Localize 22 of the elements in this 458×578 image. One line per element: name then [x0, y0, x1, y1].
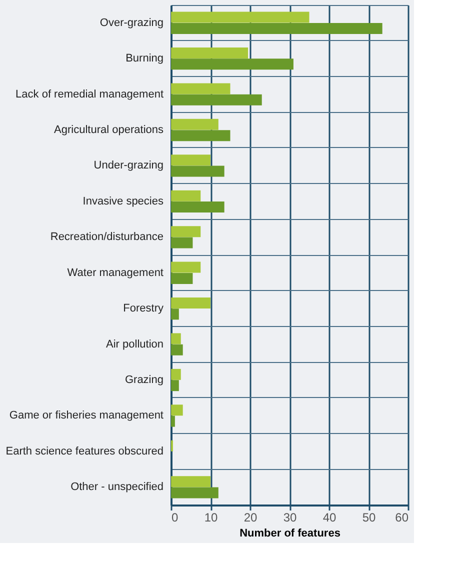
y-tick-label: Recreation/disturbance — [50, 231, 164, 244]
x-tick-label: 30 — [283, 510, 297, 524]
x-tick-label: 40 — [322, 510, 336, 524]
y-tick-label: Under-grazing — [94, 160, 164, 172]
x-tick-label: 0 — [172, 510, 178, 524]
y-tick-label: Grazing — [124, 374, 164, 386]
x-tick-label: 60 — [395, 510, 409, 524]
y-tick-label: Air pollution — [106, 338, 164, 350]
y-tick-label: Forestry — [123, 302, 164, 315]
y-tick-label: Burning — [126, 52, 164, 65]
x-axis-title: Number of features — [240, 528, 340, 540]
x-tick-label: 50 — [362, 510, 376, 524]
y-tick-label: Other - unspecified — [70, 481, 164, 494]
y-tick-label: Lack of remedial management — [16, 88, 164, 100]
x-tick-label: 20 — [244, 510, 258, 524]
x-tick-label: 10 — [204, 510, 218, 524]
y-tick-label: Invasive species — [82, 195, 164, 208]
y-tick-label: Game or fisheries management — [9, 410, 164, 422]
y-tick-label: Earth science features obscured — [6, 445, 164, 458]
y-tick-label: Water management — [67, 266, 164, 279]
y-tick-label: Agricultural operations — [54, 124, 164, 136]
y-tick-label: Over-grazing — [100, 16, 164, 29]
